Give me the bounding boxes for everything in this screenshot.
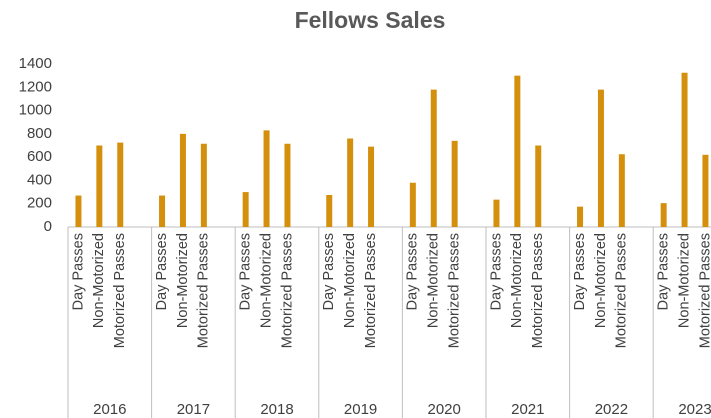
y-tick-label: 800 [27,125,52,142]
x-tick-label: Non-Motorized [258,233,274,328]
bar [242,192,249,227]
x-tick-label: Non-Motorized [342,233,358,328]
x-tick-label: Non-Motorized [426,233,442,328]
group-label: 2016 [93,401,126,418]
bar [597,89,604,227]
group-label: 2017 [177,401,210,418]
x-tick-label: Non-Motorized [593,233,609,328]
group-label: 2019 [344,401,377,418]
group-label: 2023 [678,401,711,418]
x-tick-label: Motorized Passes [697,233,711,348]
bar [618,154,625,227]
bar [347,138,354,227]
bar [409,182,416,227]
x-tick-label: Non-Motorized [175,233,191,328]
bar [702,154,709,227]
x-tick-label: Motorized Passes [446,233,462,348]
chart-title: Fellows Sales [295,7,446,33]
bar [263,130,270,227]
bar [326,194,333,227]
bar [179,133,186,227]
y-tick-label: 1200 [19,78,52,95]
bar [284,143,291,227]
x-tick-label: Motorized Passes [363,233,379,348]
x-tick-label: Day Passes [488,233,504,310]
x-tick-label: Day Passes [655,233,671,310]
x-tick-label: Non-Motorized [509,233,525,328]
bar [681,72,688,227]
bar [514,75,521,228]
x-tick-label: Day Passes [237,233,253,310]
x-tick-label: Day Passes [572,233,588,310]
bar [75,195,82,227]
bar [368,146,375,227]
group-label: 2020 [428,401,461,418]
group-label: 2018 [260,401,293,418]
x-tick-label: Day Passes [70,233,86,310]
bar [430,89,437,227]
group-label: 2022 [595,401,628,418]
x-tick-label: Motorized Passes [112,233,128,348]
x-tick-label: Motorized Passes [530,233,546,348]
bar [117,142,124,227]
x-tick-label: Non-Motorized [676,233,692,328]
bar [577,206,584,227]
x-tick-label: Motorized Passes [196,233,212,348]
y-tick-label: 600 [27,148,52,165]
bar [493,199,500,227]
bar [96,145,103,227]
y-tick-label: 1000 [19,102,52,119]
x-tick-label: Motorized Passes [614,233,630,348]
y-tick-label: 1400 [19,55,52,72]
x-tick-label: Day Passes [321,233,337,310]
y-tick-label: 200 [27,195,52,212]
bar [535,145,542,227]
x-tick-label: Day Passes [154,233,170,310]
y-tick-label: 0 [44,218,52,235]
x-tick-label: Non-Motorized [91,233,107,328]
group-label: 2021 [511,401,544,418]
bar [200,143,207,227]
y-tick-label: 400 [27,171,52,188]
bar [451,140,458,227]
x-tick-label: Motorized Passes [279,233,295,348]
bar [159,195,166,227]
x-tick-label: Day Passes [405,233,421,310]
bar [660,203,667,227]
